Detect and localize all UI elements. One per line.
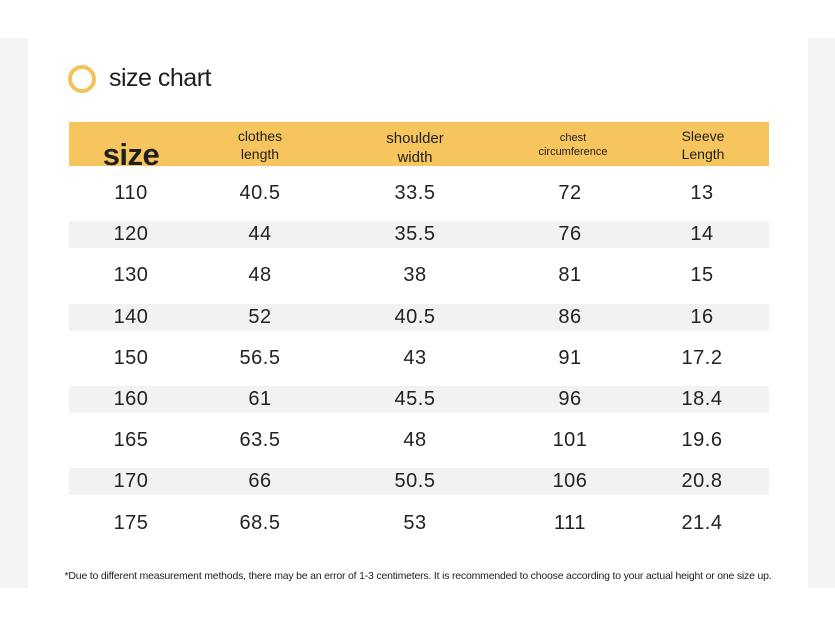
cell-size: 160 [113,387,149,410]
table-row: 170 66 50.5 106 20.8 [69,461,769,502]
header-size: size [103,136,160,175]
cell-sleeve-length: 19.6 [681,429,723,452]
cell-clothes-length: 68.5 [239,511,281,534]
cell-shoulder-width: 33.5 [394,182,436,204]
cell-clothes-length: 48 [248,264,272,287]
cell-size: 120 [113,223,149,246]
header-sleeve-line2: Length [681,145,725,162]
cell-clothes-length: 63.5 [239,429,281,452]
cell-shoulder-width: 35.5 [394,223,436,246]
cell-chest-circumference: 81 [558,264,582,287]
size-table-body: 110 40.5 33.5 72 13 120 44 35.5 76 14 13… [69,173,769,544]
cell-clothes-length: 40.5 [239,182,281,204]
cell-sleeve-length: 20.8 [681,470,723,493]
cell-shoulder-width: 43 [403,346,427,369]
cell-clothes-length: 44 [248,223,272,246]
header-clothes-line2: length [240,145,280,162]
table-row: 140 52 40.5 86 16 [69,297,769,338]
cell-shoulder-width: 45.5 [394,387,436,410]
cell-chest-circumference: 91 [558,346,582,369]
chart-title: size chart [109,64,211,92]
cell-sleeve-length: 16 [690,305,714,328]
header-clothes-line1: clothes [237,128,283,144]
cell-sleeve-length: 13 [690,182,714,204]
header-clothes-length: clothes length [238,128,282,163]
header-size-label: size [102,137,160,172]
table-row: 110 40.5 33.5 72 13 [69,173,769,214]
header-shoulder-line1: shoulder [386,130,444,147]
cell-shoulder-width: 38 [403,264,427,287]
cell-shoulder-width: 40.5 [394,305,436,328]
cell-chest-circumference: 106 [552,470,588,493]
header-chest-circumference: chest circumference [538,132,607,160]
cell-chest-circumference: 111 [554,511,586,534]
table-row: 130 48 38 81 15 [69,255,769,296]
cell-shoulder-width: 50.5 [394,470,436,493]
table-header-band [69,122,769,166]
cell-clothes-length: 56.5 [239,346,281,369]
cell-sleeve-length: 14 [690,223,714,246]
right-margin-panel [808,38,835,588]
cell-chest-circumference: 76 [558,223,582,246]
cell-size: 150 [113,346,149,369]
cell-chest-circumference: 96 [558,387,582,410]
cell-size: 140 [113,305,149,328]
table-row: 150 56.5 43 91 17.2 [69,338,769,379]
cell-size: 170 [113,470,149,493]
header-chest-line2: circumference [538,145,608,158]
table-row: 165 63.5 48 101 19.6 [69,420,769,461]
table-row: 120 44 35.5 76 14 [69,214,769,255]
cell-chest-circumference: 101 [552,429,588,452]
cell-size: 130 [113,264,149,287]
cell-sleeve-length: 21.4 [681,511,723,534]
cell-chest-circumference: 72 [558,182,582,204]
header-shoulder-width: shoulder width [386,130,444,168]
cell-size: 175 [113,511,149,534]
chart-heading: size chart [68,64,211,93]
header-shoulder-line2: width [397,148,433,166]
cell-clothes-length: 52 [248,305,272,328]
cell-sleeve-length: 15 [690,264,714,287]
table-row: 160 61 45.5 96 18.4 [69,379,769,420]
cell-shoulder-width: 53 [403,511,427,534]
header-chest-line1: chest [559,132,587,144]
cell-clothes-length: 66 [248,470,272,493]
cell-sleeve-length: 18.4 [681,387,723,410]
ring-icon [68,64,96,93]
cell-shoulder-width: 48 [403,429,427,452]
header-sleeve-line1: Sleeve [681,128,725,144]
cell-sleeve-length: 17.2 [681,346,723,369]
table-row: 175 68.5 53 111 21.4 [69,503,769,544]
measurement-footnote: *Due to different measurement methods, t… [64,570,772,582]
left-margin-panel [0,38,28,588]
cell-size: 110 [114,182,148,204]
cell-chest-circumference: 86 [558,305,582,328]
cell-clothes-length: 61 [248,387,272,410]
cell-size: 165 [113,429,149,452]
header-sleeve-length: Sleeve Length [682,128,725,163]
